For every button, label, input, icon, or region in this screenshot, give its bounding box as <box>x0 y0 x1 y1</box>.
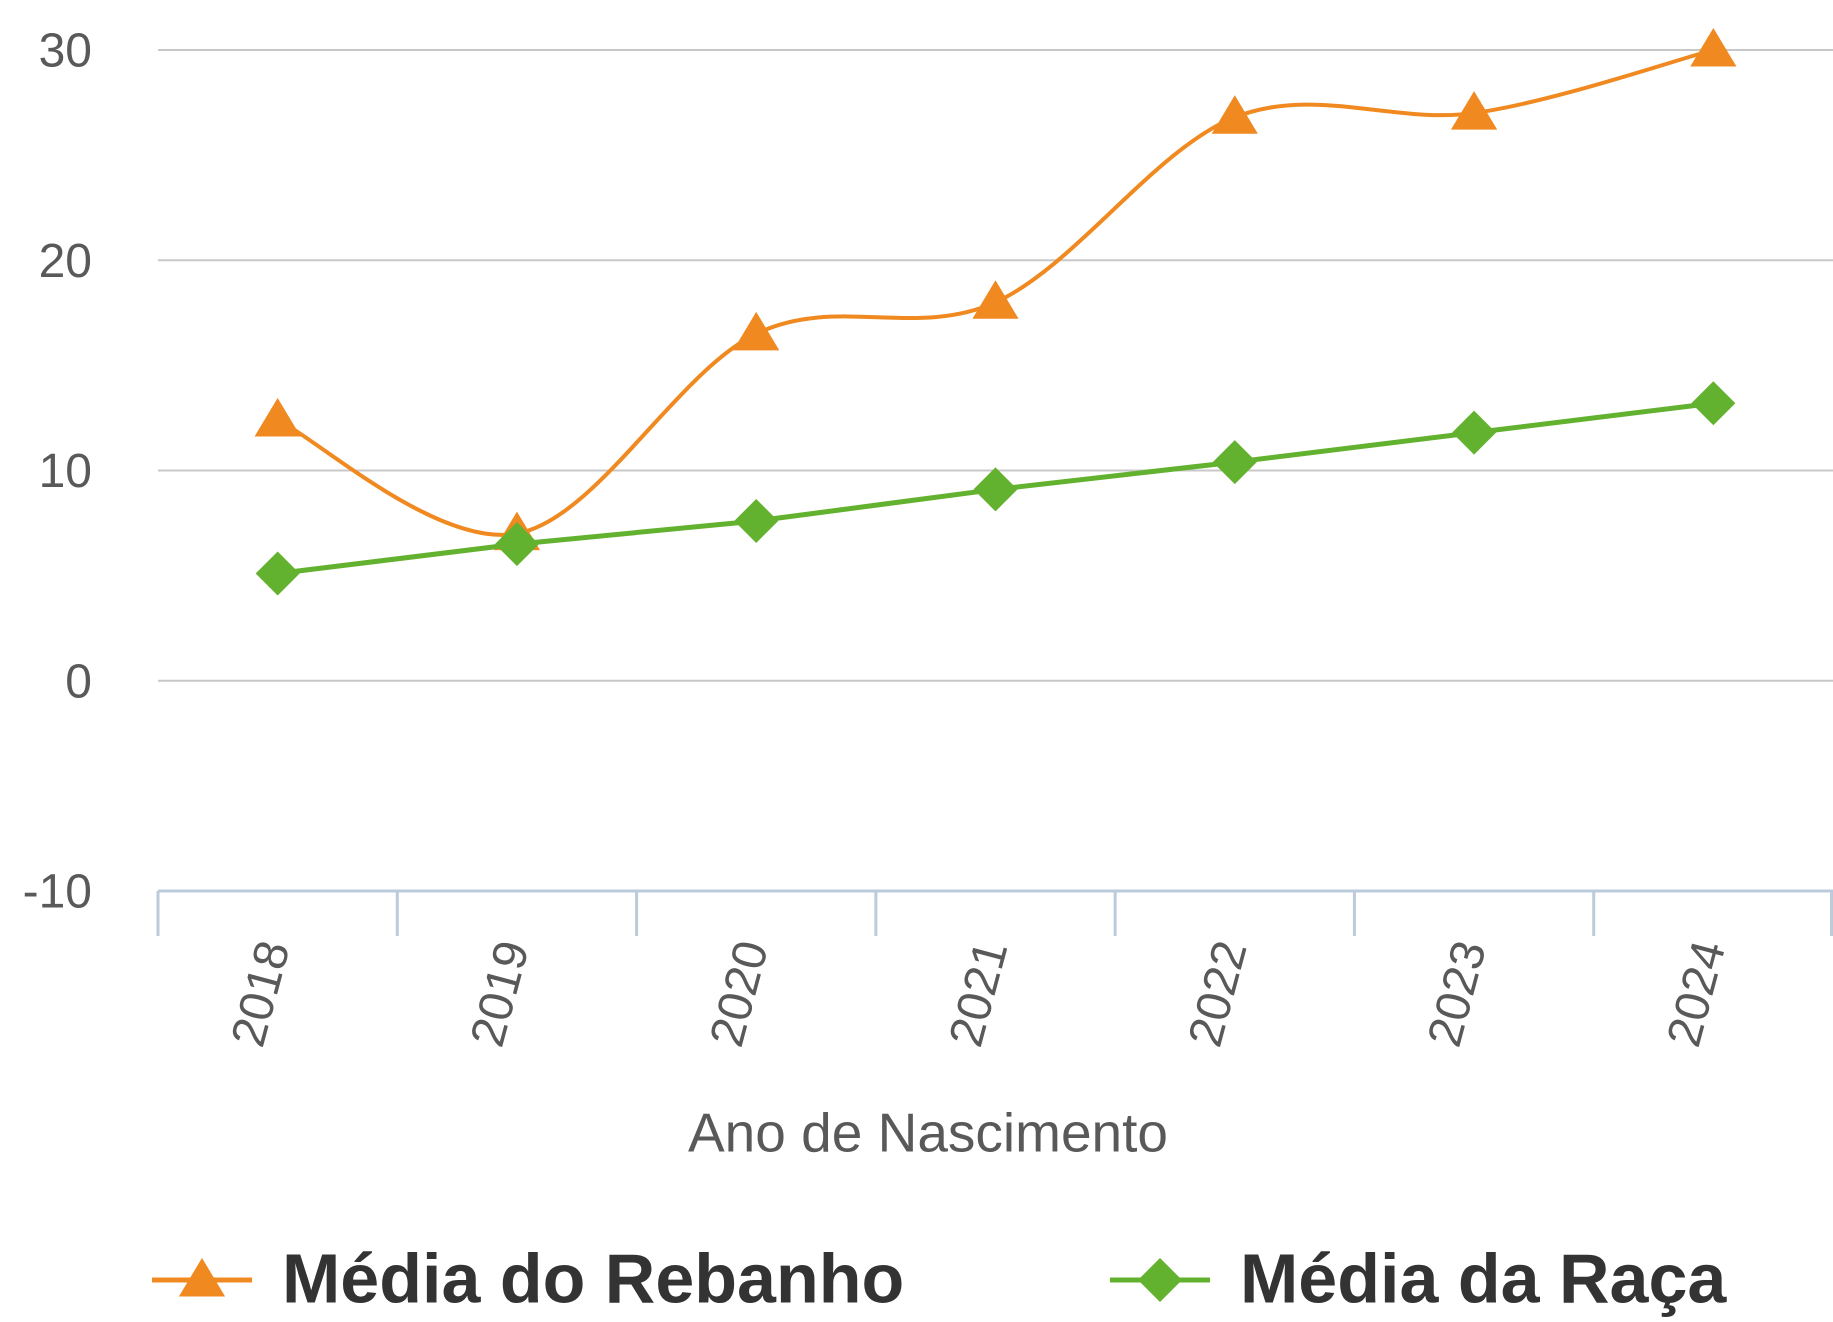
legend-marker <box>1138 1258 1182 1302</box>
data-point <box>1212 440 1257 485</box>
y-tick-label: 30 <box>39 25 92 78</box>
data-point <box>1211 95 1258 134</box>
data-point <box>255 551 300 596</box>
data-point <box>1452 410 1497 455</box>
x-axis-label: Ano de Nascimento <box>688 1102 1168 1164</box>
y-tick-label: 10 <box>39 445 92 498</box>
legend-marker <box>178 1258 226 1297</box>
data-point <box>733 311 780 351</box>
x-tick-label: 2024 <box>1657 935 1736 1052</box>
x-tick-label: 2019 <box>461 935 540 1052</box>
x-tick-label: 2022 <box>1179 935 1258 1052</box>
x-tick-label: 2021 <box>940 935 1019 1052</box>
x-tick-label: 2023 <box>1418 935 1497 1052</box>
data-point <box>494 522 539 567</box>
data-point <box>1690 28 1737 67</box>
y-tick-label: 0 <box>65 655 92 708</box>
x-tick-label: 2020 <box>700 935 779 1052</box>
data-point <box>972 280 1019 319</box>
data-point <box>734 498 779 543</box>
x-tick-label: 2018 <box>222 935 301 1052</box>
data-point <box>1691 381 1736 426</box>
legend-label: Média do Rebanho <box>282 1239 904 1317</box>
legend-label: Média da Raça <box>1240 1239 1727 1317</box>
data-point <box>973 467 1018 512</box>
data-point <box>1450 91 1498 130</box>
y-tick-label: -10 <box>23 866 92 919</box>
y-tick-label: 20 <box>39 235 92 288</box>
data-point <box>254 398 301 437</box>
